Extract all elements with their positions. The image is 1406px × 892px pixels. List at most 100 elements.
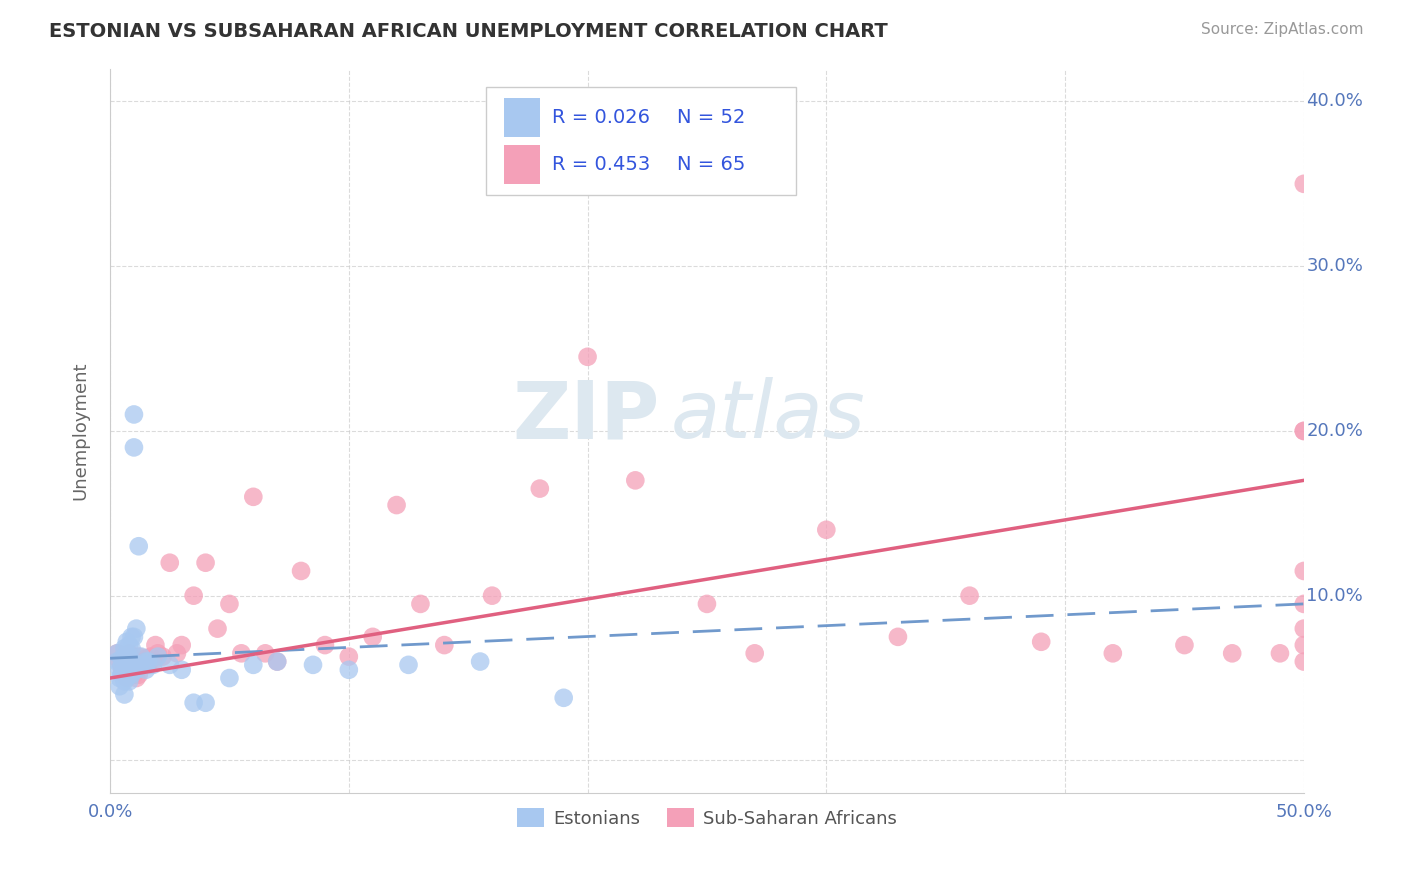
Point: [337, 649, 360, 664]
Text: 10.0%: 10.0%: [1306, 587, 1362, 605]
Point: [112, 674, 135, 689]
Point: [242, 657, 264, 672]
Point: [1292, 597, 1315, 611]
Point: [112, 663, 135, 677]
Point: [135, 651, 157, 665]
Point: [136, 657, 159, 672]
Point: [1292, 655, 1315, 669]
Point: [1292, 177, 1315, 191]
Point: [145, 638, 167, 652]
Point: [115, 657, 138, 672]
Point: [128, 667, 150, 681]
Point: [118, 663, 141, 677]
Point: [118, 646, 141, 660]
Point: [115, 634, 138, 648]
Point: [118, 674, 141, 689]
Y-axis label: Unemployment: Unemployment: [72, 361, 89, 500]
Point: [142, 655, 165, 669]
Point: [128, 539, 150, 553]
Text: R = 0.453: R = 0.453: [551, 155, 650, 175]
Point: [815, 523, 838, 537]
Point: [111, 651, 134, 665]
Text: Source: ZipAtlas.com: Source: ZipAtlas.com: [1201, 22, 1364, 37]
Point: [135, 663, 157, 677]
Point: [111, 657, 134, 672]
Point: [1292, 622, 1315, 636]
Point: [105, 646, 128, 660]
Point: [302, 657, 325, 672]
Point: [111, 663, 134, 677]
Point: [115, 657, 138, 672]
Point: [398, 657, 420, 672]
Point: [121, 641, 143, 656]
Point: [1292, 424, 1315, 438]
Text: R = 0.026: R = 0.026: [551, 108, 650, 128]
Text: atlas: atlas: [671, 377, 866, 456]
Point: [337, 663, 360, 677]
Point: [135, 655, 157, 669]
Text: ESTONIAN VS SUBSAHARAN AFRICAN UNEMPLOYMENT CORRELATION CHART: ESTONIAN VS SUBSAHARAN AFRICAN UNEMPLOYM…: [49, 22, 889, 41]
Point: [108, 655, 131, 669]
Point: [553, 690, 575, 705]
Point: [1031, 634, 1053, 648]
Point: [108, 663, 131, 677]
Point: [266, 655, 288, 669]
Point: [1101, 646, 1123, 660]
Text: N = 65: N = 65: [678, 155, 745, 175]
Point: [481, 589, 503, 603]
Point: [112, 651, 135, 665]
Point: [122, 663, 145, 677]
Point: [290, 564, 312, 578]
Text: 40.0%: 40.0%: [1306, 93, 1362, 111]
Point: [207, 622, 229, 636]
Point: [1292, 424, 1315, 438]
Point: [183, 589, 205, 603]
Point: [128, 649, 150, 664]
Text: N = 52: N = 52: [678, 108, 745, 128]
Point: [129, 657, 152, 672]
Point: [152, 649, 174, 664]
Point: [159, 556, 181, 570]
Point: [118, 663, 141, 677]
Point: [125, 655, 148, 669]
Point: [132, 657, 155, 672]
Point: [183, 696, 205, 710]
Point: [409, 597, 432, 611]
Point: [385, 498, 408, 512]
Point: [125, 663, 148, 677]
Point: [1292, 638, 1315, 652]
Point: [242, 490, 264, 504]
Point: [696, 597, 718, 611]
Point: [194, 696, 217, 710]
Point: [170, 663, 193, 677]
Text: ZIP: ZIP: [512, 377, 659, 456]
Point: [170, 638, 193, 652]
Point: [266, 655, 288, 669]
Text: 30.0%: 30.0%: [1306, 257, 1362, 276]
Point: [118, 638, 141, 652]
Point: [529, 482, 551, 496]
Point: [166, 646, 188, 660]
Point: [128, 657, 150, 672]
Point: [122, 408, 145, 422]
Point: [254, 646, 277, 660]
Point: [115, 671, 138, 685]
Point: [121, 655, 143, 669]
Point: [105, 646, 128, 660]
Point: [146, 646, 169, 660]
Point: [887, 630, 910, 644]
Point: [129, 649, 152, 664]
Point: [218, 597, 240, 611]
Point: [142, 657, 165, 672]
Point: [433, 638, 456, 652]
Point: [122, 655, 145, 669]
Point: [115, 671, 138, 685]
Point: [132, 655, 155, 669]
Point: [159, 657, 181, 672]
Legend: Estonians, Sub-Saharan Africans: Estonians, Sub-Saharan Africans: [509, 801, 904, 835]
Point: [108, 671, 131, 685]
Point: [1173, 638, 1195, 652]
Point: [468, 655, 491, 669]
Point: [121, 630, 143, 644]
Point: [122, 667, 145, 681]
